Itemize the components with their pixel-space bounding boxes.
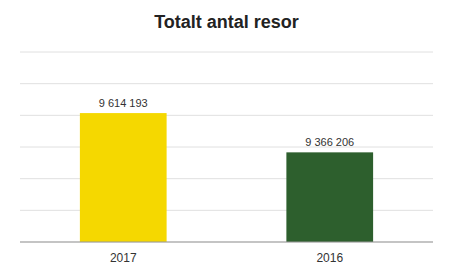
data-label: 9 614 193 bbox=[99, 97, 148, 109]
bar bbox=[286, 152, 373, 242]
bar bbox=[80, 113, 167, 242]
x-axis-line bbox=[20, 242, 433, 243]
bars bbox=[80, 113, 373, 242]
data-labels: 9 614 193 9 366 206 bbox=[99, 97, 354, 148]
chart: Totalt antal resor 9 614 193 9 366 206 2017… bbox=[0, 0, 453, 278]
data-label: 9 366 206 bbox=[305, 136, 354, 148]
grid-line bbox=[20, 52, 433, 53]
grid-line bbox=[20, 242, 433, 243]
title: Totalt antal resor bbox=[154, 12, 299, 32]
grid-line bbox=[20, 83, 433, 84]
grid bbox=[20, 52, 433, 242]
x-tick-label: 2016 bbox=[316, 251, 343, 265]
x-tick-label: 2017 bbox=[110, 251, 137, 265]
chart-container: Totalt antal resor 9 614 193 9 366 206 2017… bbox=[0, 0, 453, 278]
